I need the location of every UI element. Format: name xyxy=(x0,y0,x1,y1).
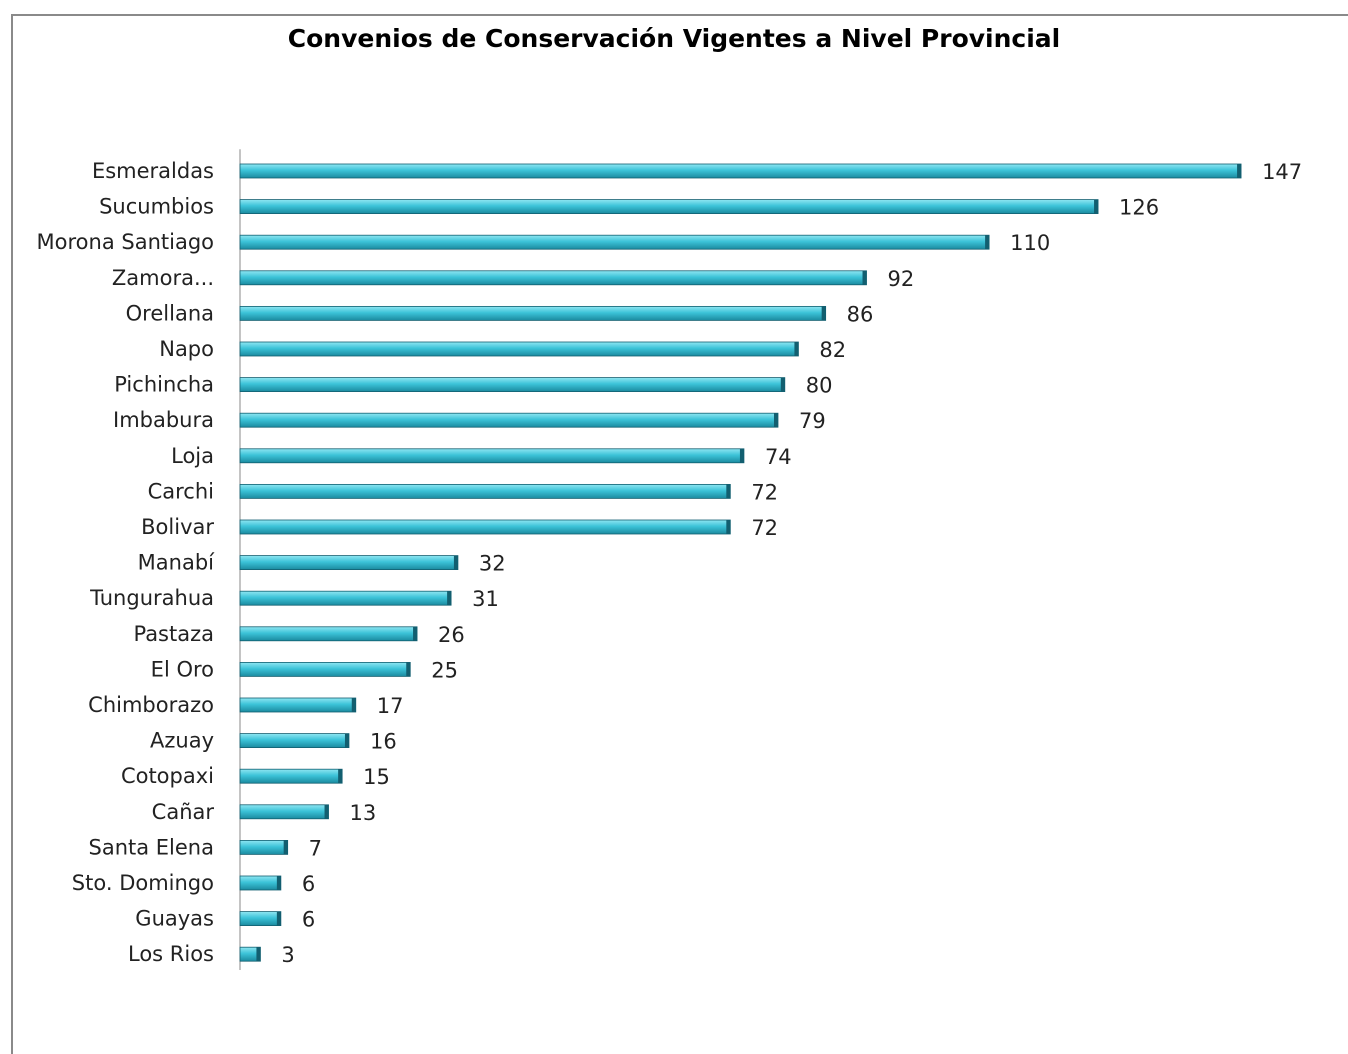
category-label: Imbabura xyxy=(113,408,214,432)
bar-end-cap xyxy=(1237,164,1242,178)
bar-santa-elena xyxy=(239,840,289,855)
value-label: 86 xyxy=(847,302,874,326)
category-label: Azuay xyxy=(150,729,214,753)
bar-end-cap xyxy=(324,804,329,819)
category-label: Carchi xyxy=(148,479,214,503)
bar-end-cap xyxy=(283,840,288,855)
value-label: 79 xyxy=(799,409,826,433)
category-label: El Oro xyxy=(151,657,214,681)
category-label: Los Rios xyxy=(128,942,214,966)
bar-orellana xyxy=(239,305,827,321)
bar-end-cap xyxy=(780,377,785,392)
value-label: 147 xyxy=(1262,160,1302,184)
category-labels: Esmeraldas Sucumbios Morona Santiago Zamora… xyxy=(37,159,216,966)
category-label: Chimborazo xyxy=(88,693,214,717)
bar-end-cap xyxy=(276,876,281,890)
value-label: 6 xyxy=(302,872,315,896)
bar-chimborazo xyxy=(239,697,357,713)
category-label: Loja xyxy=(171,444,214,468)
bar-end-cap xyxy=(447,591,452,606)
value-label: 3 xyxy=(281,943,294,967)
chart-title: Convenios de Conservación Vigentes a Niv… xyxy=(287,24,1061,53)
bar-end-cap xyxy=(338,769,343,784)
value-label: 72 xyxy=(751,480,778,504)
bar-sto-domingo xyxy=(239,875,282,891)
bar-end-cap xyxy=(726,520,731,534)
bar-guayas xyxy=(239,911,282,926)
bar-loja xyxy=(239,448,745,464)
bar-morona-santiago xyxy=(239,234,990,250)
bar-end-cap xyxy=(739,448,744,463)
bar-end-cap xyxy=(726,484,731,499)
value-label: 82 xyxy=(819,338,846,362)
value-label: 92 xyxy=(888,267,915,291)
value-label: 72 xyxy=(751,516,778,540)
value-label: 32 xyxy=(479,552,506,576)
bar-end-cap xyxy=(773,413,778,428)
bar-end-cap xyxy=(413,626,418,641)
value-label: 7 xyxy=(309,836,322,860)
value-label: 17 xyxy=(377,694,404,718)
value-label: 15 xyxy=(363,765,390,789)
bar-end-cap xyxy=(985,235,990,250)
value-label: 110 xyxy=(1010,231,1050,255)
bar-imbabura xyxy=(239,412,779,428)
category-label: Zamora... xyxy=(112,266,214,290)
category-label: Morona Santiago xyxy=(37,230,214,254)
category-label: Sucumbios xyxy=(99,195,214,219)
bar-tungurahua xyxy=(239,590,452,606)
bar-pastaza xyxy=(239,626,418,642)
category-label: Sto. Domingo xyxy=(72,871,214,895)
bar-end-cap xyxy=(821,306,826,321)
bar-end-cap xyxy=(344,733,349,748)
bar-carchi xyxy=(239,483,731,499)
category-label: Tungurahua xyxy=(89,586,214,610)
value-label: 25 xyxy=(431,658,458,682)
bar-manab- xyxy=(239,555,459,570)
category-label: Cotopaxi xyxy=(121,764,214,788)
category-label: Santa Elena xyxy=(89,835,215,859)
category-label: Cañar xyxy=(152,800,215,824)
category-label: Manabí xyxy=(138,551,215,575)
bar-pichincha xyxy=(239,377,786,393)
bar-sucumbios xyxy=(239,199,1099,215)
value-label: 26 xyxy=(438,623,465,647)
category-label: Bolivar xyxy=(141,515,214,539)
value-label: 6 xyxy=(302,908,315,932)
bar-bolivar xyxy=(239,519,731,535)
category-label: Esmeraldas xyxy=(92,159,214,183)
bar-end-cap xyxy=(406,662,411,677)
bar-ca-ar xyxy=(239,804,329,820)
bar-end-cap xyxy=(256,947,261,962)
bars-group xyxy=(239,163,1242,962)
value-label: 80 xyxy=(806,374,833,398)
value-label: 13 xyxy=(350,801,377,825)
bar-end-cap xyxy=(794,342,799,356)
bar-end-cap xyxy=(862,270,867,285)
value-label: 16 xyxy=(370,730,397,754)
value-label: 126 xyxy=(1119,196,1159,220)
value-label: 31 xyxy=(472,587,499,611)
value-label: 74 xyxy=(765,445,792,469)
bar-esmeraldas xyxy=(239,163,1242,179)
bar-azuay xyxy=(239,733,350,748)
category-label: Pastaza xyxy=(133,622,214,646)
category-label: Napo xyxy=(159,337,214,361)
bar-end-cap xyxy=(1094,199,1099,214)
category-label: Orellana xyxy=(126,301,214,325)
category-label: Pichincha xyxy=(114,373,214,397)
bar-el-oro xyxy=(239,662,411,677)
bar-zamora- xyxy=(239,270,867,286)
bar-cotopaxi xyxy=(239,768,343,784)
bar-end-cap xyxy=(276,911,281,926)
bar-napo xyxy=(239,341,799,357)
bar-end-cap xyxy=(351,698,356,712)
category-label: Guayas xyxy=(135,907,214,931)
bar-end-cap xyxy=(453,555,458,570)
